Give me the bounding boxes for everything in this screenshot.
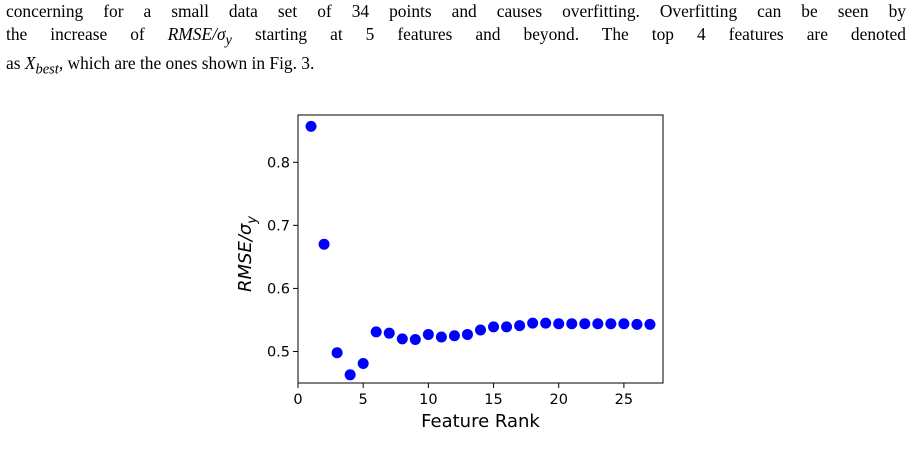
data-point — [566, 318, 578, 330]
x-tick-label: 25 — [615, 392, 633, 408]
scatter-chart: 0 5 10 15 20 25 0.5 0.6 0.7 0.8 Feature Rank RMS… — [235, 114, 664, 432]
data-point — [579, 318, 591, 330]
data-point — [357, 357, 369, 369]
data-point — [344, 369, 356, 381]
math-rmse: RMSE/σ — [167, 24, 226, 44]
data-point — [514, 320, 526, 332]
data-point — [435, 331, 447, 343]
paragraph-line-1: concerning for a small data set of 34 po… — [6, 1, 906, 21]
data-point — [370, 326, 382, 338]
y-tick-label: 0.5 — [267, 344, 290, 360]
y-tick-label: 0.6 — [267, 281, 290, 297]
data-point — [331, 347, 343, 359]
math-xbest: X — [24, 53, 36, 74]
plot-frame — [297, 114, 664, 384]
data-point — [488, 321, 500, 333]
x-tick-label: 0 — [293, 392, 302, 408]
data-point — [422, 328, 434, 340]
line2-pre: the increase of — [6, 24, 168, 44]
data-points — [305, 120, 656, 381]
data-point — [383, 327, 395, 339]
y-axis-label-main: RMSE/σ — [235, 223, 256, 292]
x-tick-label: 5 — [359, 392, 368, 408]
paragraph-line-2: the increase of RMSE/σy starting at 5 fe… — [6, 23, 906, 52]
y-tick-label: 0.8 — [267, 155, 290, 171]
math-rmse-sub: y — [225, 32, 232, 49]
y-axis-label-sub: y — [245, 216, 260, 225]
math-xbest-sub: best — [35, 61, 59, 78]
x-tick-label: 15 — [484, 392, 502, 408]
line3-post: , which are the ones shown in Fig. 3. — [58, 53, 315, 74]
data-point — [305, 120, 317, 132]
x-axis-label: Feature Rank — [421, 411, 540, 432]
y-axis-label: RMSE/σy — [235, 216, 260, 292]
line2-post: starting at 5 features and beyond. The t… — [231, 24, 906, 44]
data-point — [618, 318, 630, 330]
line3-pre: as — [6, 53, 25, 74]
data-point — [318, 238, 330, 250]
data-point — [592, 318, 604, 330]
x-tick-label: 20 — [549, 392, 567, 408]
x-axis-ticks: 0 5 10 15 20 25 — [293, 383, 633, 408]
y-tick-label: 0.7 — [267, 218, 290, 234]
data-point — [475, 324, 486, 336]
figure-caption — [6, 446, 906, 466]
data-point — [605, 318, 617, 330]
data-point — [631, 318, 643, 330]
body-paragraph: concerning for a small data set of 34 po… — [6, 0, 906, 82]
paragraph-line-3: as Xbest, which are the ones shown in Fi… — [6, 52, 906, 81]
data-point — [644, 318, 656, 330]
x-tick-label: 10 — [419, 392, 437, 408]
data-point — [553, 318, 565, 330]
data-point — [527, 317, 539, 329]
data-point — [540, 317, 552, 329]
data-point — [501, 321, 513, 333]
data-point — [461, 328, 473, 340]
y-axis-ticks: 0.5 0.6 0.7 0.8 — [267, 155, 298, 360]
data-point — [396, 333, 408, 345]
data-point — [409, 333, 421, 345]
data-point — [448, 330, 460, 342]
